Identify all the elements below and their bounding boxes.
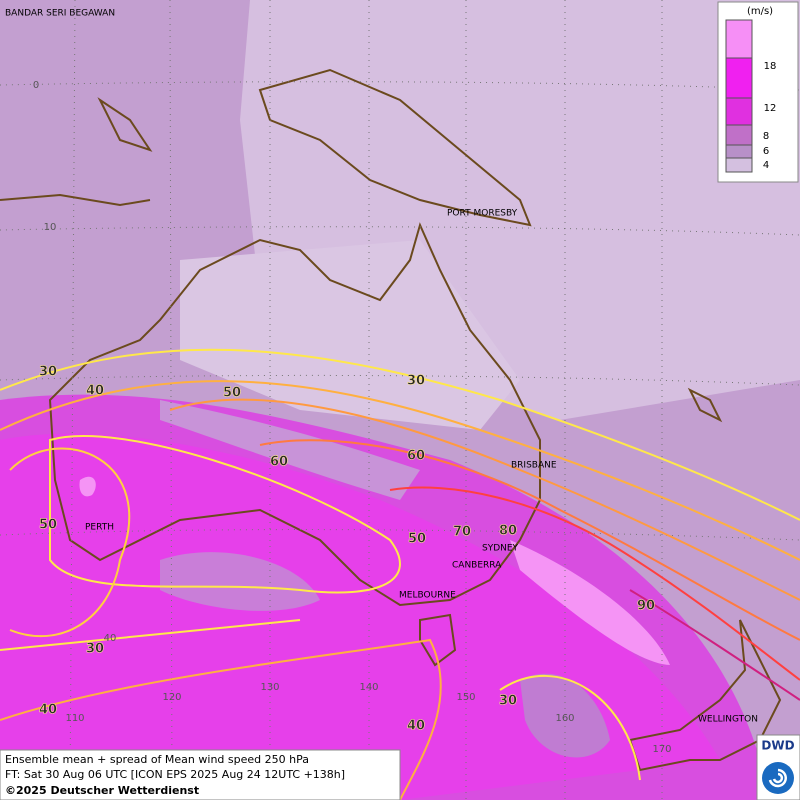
contour-labels: 30 40 50 30 60 60 50 70 80 50 90 30 40 4… — [39, 364, 656, 734]
grid-label: 140 — [359, 682, 378, 693]
city-labels: BANDAR SERI BEGAWAN PORT MORESBY BRISBAN… — [5, 9, 758, 725]
city-label: CANBERRA — [452, 561, 502, 571]
legend-tick: 6 — [763, 146, 769, 157]
contour-label: 50 — [39, 518, 57, 533]
city-label: WELLINGTON — [698, 715, 758, 725]
grid-labels: 0 10 40 110 120 130 140 150 160 170 — [33, 80, 672, 755]
city-label: SYDNEY — [482, 544, 519, 554]
contour-label: 70 — [453, 525, 471, 540]
grid-label: 110 — [65, 713, 84, 724]
contour-label: 40 — [39, 703, 57, 718]
contour-label: 40 — [86, 384, 104, 399]
contour-label: 50 — [408, 532, 426, 547]
grid-label: 150 — [456, 692, 475, 703]
grid-label: 10 — [44, 222, 57, 233]
legend-tick: 4 — [763, 160, 769, 171]
footer-line: ©2025 Deutscher Wetterdienst — [5, 784, 199, 797]
contours — [0, 348, 800, 801]
contour-label: 60 — [270, 455, 288, 470]
footer: Ensemble mean + spread of Mean wind spee… — [0, 749, 401, 801]
contour-label: 30 — [86, 642, 104, 657]
legend-unit: (m/s) — [747, 6, 773, 17]
grid-label: 120 — [162, 692, 181, 703]
legend: (m/s) 18 12 8 6 4 — [717, 1, 799, 183]
city-label: MELBOURNE — [399, 591, 456, 601]
contour-label: 60 — [407, 449, 425, 464]
legend-tick: 18 — [764, 61, 777, 72]
city-label: PORT MORESBY — [447, 209, 518, 219]
grid-label: 130 — [260, 682, 279, 693]
coastlines — [0, 68, 782, 772]
logo-text: DWD — [761, 739, 794, 753]
contour-label: 30 — [407, 374, 425, 389]
contour-label: 50 — [223, 386, 241, 401]
city-label: BANDAR SERI BEGAWAN — [5, 9, 115, 19]
city-label: BRISBANE — [511, 461, 557, 471]
grid-label: 0 — [33, 80, 39, 91]
footer-line: FT: Sat 30 Aug 06 UTC [ICON EPS 2025 Aug… — [5, 768, 345, 781]
contour-label: 80 — [499, 524, 517, 539]
grid-label: 160 — [555, 713, 574, 724]
footer-line: Ensemble mean + spread of Mean wind spee… — [5, 753, 309, 766]
city-label: PERTH — [85, 523, 114, 533]
grid-label: 170 — [652, 744, 671, 755]
logo: DWD — [756, 734, 800, 801]
contour-label: 90 — [637, 599, 655, 614]
contour-label: 40 — [407, 719, 425, 734]
legend-tick: 8 — [763, 131, 769, 142]
grid-label: 40 — [104, 633, 117, 644]
legend-tick: 12 — [764, 103, 777, 114]
contour-label: 30 — [39, 365, 57, 380]
contour-label: 30 — [499, 694, 517, 709]
